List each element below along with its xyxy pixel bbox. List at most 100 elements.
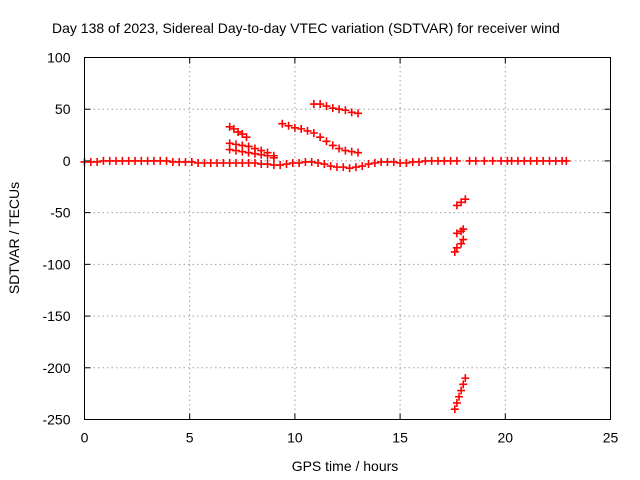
series-arc-upper-left bbox=[225, 122, 251, 142]
data-point bbox=[303, 126, 312, 135]
series-baseline-late bbox=[364, 156, 461, 169]
data-point bbox=[297, 124, 306, 133]
data-point bbox=[562, 156, 571, 165]
data-point bbox=[461, 195, 470, 204]
series-baseline-early bbox=[80, 156, 228, 167]
data-point bbox=[480, 156, 489, 165]
y-tick-label: 50 bbox=[55, 101, 71, 117]
series-arc-band-b bbox=[225, 145, 278, 162]
data-point bbox=[276, 161, 285, 170]
data-point bbox=[354, 148, 363, 157]
series-drop-d bbox=[450, 374, 470, 414]
data-point bbox=[455, 392, 464, 401]
x-tick-label: 15 bbox=[392, 430, 408, 446]
data-point bbox=[309, 129, 318, 138]
data-point bbox=[269, 153, 278, 162]
data-point bbox=[316, 100, 325, 109]
y-tick-label: 100 bbox=[47, 50, 71, 66]
series-drop-c bbox=[450, 235, 468, 256]
data-point bbox=[339, 163, 348, 172]
data-point bbox=[244, 148, 253, 157]
data-point bbox=[290, 123, 299, 132]
data-point bbox=[351, 163, 360, 172]
data-point bbox=[450, 247, 459, 256]
data-point bbox=[452, 398, 461, 407]
data-point bbox=[250, 149, 259, 158]
data-point bbox=[471, 156, 480, 165]
data-point bbox=[278, 119, 287, 128]
data-point bbox=[457, 198, 466, 207]
data-point bbox=[452, 229, 461, 238]
data-point bbox=[234, 127, 243, 136]
data-point bbox=[457, 386, 466, 395]
x-axis-label: GPS time / hours bbox=[292, 458, 399, 474]
x-tick-label: 0 bbox=[81, 430, 89, 446]
data-point bbox=[488, 156, 497, 165]
data-point bbox=[238, 147, 247, 156]
data-point bbox=[225, 145, 234, 154]
grid-layer bbox=[84, 57, 611, 420]
chart-title: Day 138 of 2023, Sidereal Day-to-day VTE… bbox=[52, 20, 560, 36]
y-tick-label: 0 bbox=[63, 153, 71, 169]
data-point bbox=[307, 157, 316, 166]
data-point bbox=[314, 158, 323, 167]
data-point bbox=[284, 121, 293, 130]
data-point bbox=[415, 157, 424, 166]
y-axis-label: SDTVAR / TECUs bbox=[6, 182, 22, 294]
data-point bbox=[389, 157, 398, 166]
data-point bbox=[231, 146, 240, 155]
y-tick-label: -50 bbox=[50, 205, 70, 221]
x-tick-label: 5 bbox=[186, 430, 194, 446]
data-point bbox=[242, 133, 251, 142]
x-tick-label: 25 bbox=[603, 430, 619, 446]
data-point bbox=[402, 158, 411, 167]
data-point bbox=[364, 160, 373, 169]
data-point bbox=[450, 405, 459, 414]
data-point bbox=[257, 150, 266, 159]
data-point bbox=[250, 158, 259, 167]
data-point bbox=[263, 160, 272, 169]
data-point bbox=[341, 106, 350, 115]
data-point bbox=[162, 156, 171, 165]
data-point bbox=[335, 105, 344, 114]
data-point bbox=[282, 160, 291, 169]
data-point bbox=[238, 130, 247, 139]
data-point bbox=[452, 243, 461, 252]
data-point bbox=[345, 164, 354, 173]
series-arc-mid bbox=[278, 119, 363, 157]
data-point bbox=[328, 141, 337, 150]
data-point bbox=[459, 235, 468, 244]
data-point bbox=[322, 102, 331, 111]
data-point bbox=[358, 162, 367, 171]
data-point bbox=[459, 225, 468, 234]
data-point bbox=[452, 201, 461, 210]
data-point bbox=[461, 374, 470, 383]
data-point bbox=[229, 124, 238, 133]
data-point bbox=[452, 156, 461, 165]
data-point bbox=[263, 151, 272, 160]
data-point bbox=[354, 109, 363, 118]
series-baseline-sparse bbox=[465, 156, 571, 165]
data-point bbox=[328, 104, 337, 113]
series-baseline-mid bbox=[225, 157, 367, 173]
x-tick-label: 10 bbox=[287, 430, 303, 446]
data-point bbox=[295, 158, 304, 167]
data-point bbox=[459, 380, 468, 389]
data-point bbox=[322, 137, 331, 146]
x-tick-label: 20 bbox=[498, 430, 514, 446]
y-tick-label: -250 bbox=[42, 412, 70, 428]
y-tick-label: -100 bbox=[42, 256, 70, 272]
data-point bbox=[347, 108, 356, 117]
data-point bbox=[316, 133, 325, 142]
y-tick-label: -150 bbox=[42, 308, 70, 324]
data-point bbox=[225, 122, 234, 131]
data-point bbox=[370, 158, 379, 167]
data-point bbox=[341, 146, 350, 155]
series-arc-top bbox=[309, 100, 363, 118]
data-point bbox=[457, 239, 466, 248]
plot-frame bbox=[84, 57, 611, 420]
series-drop-a bbox=[452, 195, 470, 210]
data-point bbox=[335, 144, 344, 153]
data-point bbox=[347, 147, 356, 156]
data-point bbox=[320, 160, 329, 169]
